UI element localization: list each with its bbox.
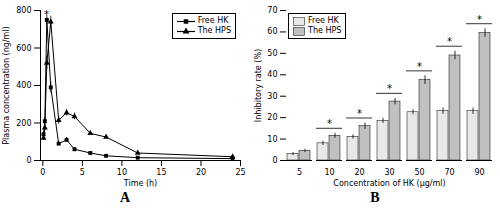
svg-text:Concentration of HK (μg/ml): Concentration of HK (μg/ml) <box>333 179 445 188</box>
svg-text:5: 5 <box>297 168 302 177</box>
svg-text:90: 90 <box>474 168 484 177</box>
svg-text:50: 50 <box>267 49 277 58</box>
svg-text:*: * <box>44 9 49 20</box>
svg-text:*: * <box>417 61 422 72</box>
svg-text:0: 0 <box>40 168 45 177</box>
svg-text:40: 40 <box>267 70 277 79</box>
svg-text:30: 30 <box>384 168 394 177</box>
svg-text:400: 400 <box>16 81 31 90</box>
html-text:Free HK: Free HK <box>197 16 229 25</box>
svg-text:*: * <box>327 118 332 129</box>
svg-text:Inhibitory rate (%): Inhibitory rate (%) <box>254 49 263 122</box>
svg-text:10: 10 <box>117 168 127 177</box>
svg-text:70: 70 <box>267 6 277 15</box>
svg-text:600: 600 <box>16 44 31 53</box>
svg-text:30: 30 <box>267 92 277 101</box>
svg-text:60: 60 <box>267 27 277 36</box>
svg-text:5: 5 <box>80 168 85 177</box>
svg-text:800: 800 <box>16 6 31 15</box>
svg-text:10: 10 <box>324 168 334 177</box>
html-text:The HPS: The HPS <box>308 26 342 35</box>
svg-text:15: 15 <box>156 168 166 177</box>
svg-text:25: 25 <box>235 168 245 177</box>
svg-text:70: 70 <box>444 168 454 177</box>
svg-text:50: 50 <box>414 168 424 177</box>
html-text:The HPS: The HPS <box>197 26 231 35</box>
svg-text:200: 200 <box>16 119 31 128</box>
svg-text:*: * <box>447 36 452 47</box>
svg-text:0: 0 <box>272 156 277 165</box>
svg-text:*: * <box>387 83 392 94</box>
svg-text:20: 20 <box>196 168 206 177</box>
svg-text:Time (h): Time (h) <box>123 179 157 188</box>
svg-text:*: * <box>477 14 482 25</box>
svg-text:Plasma concentration (ng/ml): Plasma concentration (ng/ml) <box>2 26 11 144</box>
svg-text:10: 10 <box>267 135 277 144</box>
html-text:B: B <box>370 190 380 205</box>
html-text:Free HK: Free HK <box>308 16 339 25</box>
svg-text:20: 20 <box>267 113 277 122</box>
svg-text:0: 0 <box>26 156 31 165</box>
svg-text:20: 20 <box>354 168 364 177</box>
html-text:A: A <box>119 190 131 205</box>
svg-text:*: * <box>357 108 362 119</box>
